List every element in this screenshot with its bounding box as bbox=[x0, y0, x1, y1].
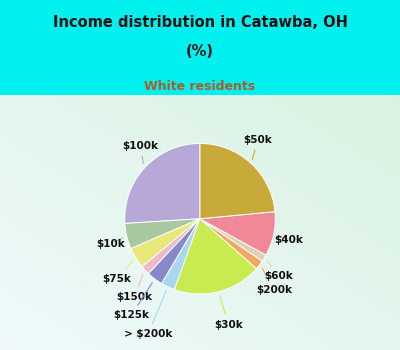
Text: $125k: $125k bbox=[113, 282, 152, 320]
Text: $200k: $200k bbox=[256, 268, 292, 295]
Wedge shape bbox=[200, 212, 275, 255]
Text: $50k: $50k bbox=[243, 135, 272, 159]
Text: > $200k: > $200k bbox=[124, 291, 172, 339]
Text: $60k: $60k bbox=[264, 261, 293, 281]
Wedge shape bbox=[125, 144, 200, 224]
Wedge shape bbox=[200, 144, 275, 219]
Text: Income distribution in Catawba, OH: Income distribution in Catawba, OH bbox=[52, 15, 348, 30]
Wedge shape bbox=[200, 219, 262, 268]
Text: $30k: $30k bbox=[214, 296, 243, 330]
Wedge shape bbox=[131, 219, 200, 267]
Wedge shape bbox=[200, 219, 266, 261]
Wedge shape bbox=[142, 219, 200, 274]
Text: White residents: White residents bbox=[144, 80, 256, 93]
Text: (%): (%) bbox=[186, 44, 214, 59]
Text: $10k: $10k bbox=[96, 238, 125, 249]
Text: $75k: $75k bbox=[102, 261, 133, 284]
Wedge shape bbox=[148, 219, 200, 284]
Text: $150k: $150k bbox=[116, 274, 152, 302]
Wedge shape bbox=[125, 219, 200, 248]
Text: $40k: $40k bbox=[274, 235, 303, 245]
Wedge shape bbox=[174, 219, 256, 294]
Wedge shape bbox=[162, 219, 200, 289]
Text: $100k: $100k bbox=[122, 141, 158, 163]
